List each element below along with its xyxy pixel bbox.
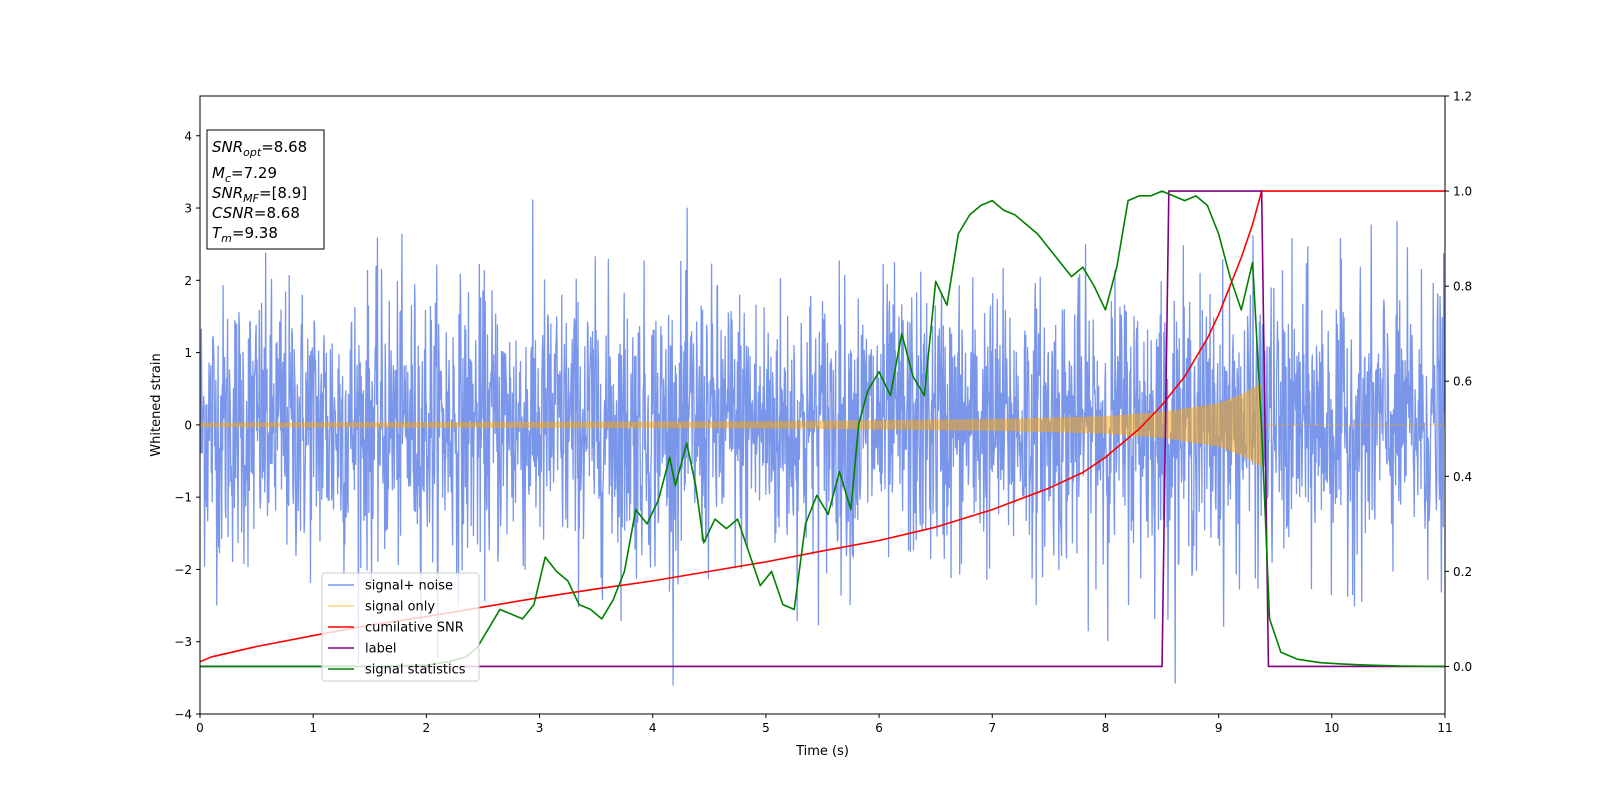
series-signal-statistics bbox=[200, 190, 1445, 668]
y2-tick-label: 1.0 bbox=[1453, 185, 1472, 199]
x-tick-label: 0 bbox=[196, 721, 204, 735]
y-tick-label: −1 bbox=[174, 491, 192, 505]
info-value: =[8.9] bbox=[259, 184, 307, 202]
y-tick-label: 0 bbox=[184, 418, 192, 432]
info-box: SNRopt=8.68Mc=7.29SNRMF=[8.9]CSNR=8.68Tm… bbox=[206, 129, 325, 250]
y-tick-label: 1 bbox=[184, 346, 192, 360]
y2-tick-label: 0.6 bbox=[1453, 375, 1472, 389]
info-name: SNR bbox=[212, 138, 243, 156]
x-tick-label: 10 bbox=[1324, 721, 1339, 735]
x-tick-label: 8 bbox=[1102, 721, 1110, 735]
legend-label-label: label bbox=[365, 642, 396, 657]
y-tick-label: 3 bbox=[184, 202, 192, 216]
info-box-line: Mc=7.29 bbox=[212, 164, 277, 185]
x-tick-label: 4 bbox=[649, 721, 657, 735]
info-value: =8.68 bbox=[254, 204, 300, 222]
info-box-line: CSNR=8.68 bbox=[212, 204, 300, 222]
y2-tick-label: 0.2 bbox=[1453, 565, 1472, 579]
legend-label-cumilative-snr: cumilative SNR bbox=[365, 621, 464, 636]
legend-frame bbox=[321, 572, 480, 682]
y2-tick-label: 0.4 bbox=[1453, 470, 1472, 484]
info-value: =7.29 bbox=[231, 164, 277, 182]
info-box-frame bbox=[206, 129, 325, 250]
y-tick-label: −4 bbox=[174, 708, 192, 722]
info-name: T bbox=[212, 224, 223, 242]
x-tick-label: 3 bbox=[536, 721, 544, 735]
x-tick-label: 2 bbox=[423, 721, 431, 735]
y2-tick-label: 0.8 bbox=[1453, 280, 1472, 294]
y-tick-label: 2 bbox=[184, 274, 192, 288]
info-subscript: m bbox=[221, 232, 232, 245]
info-box-line: Tm=9.38 bbox=[212, 224, 278, 245]
y2-tick-label: 1.2 bbox=[1453, 90, 1472, 104]
legend-label-signal-only: signal only bbox=[365, 600, 435, 615]
info-subscript: MF bbox=[243, 192, 259, 205]
info-name: SNR bbox=[212, 184, 243, 202]
legend-label-signal-statistics: signal statistics bbox=[365, 663, 466, 678]
info-name: M bbox=[212, 164, 225, 182]
info-value: =8.68 bbox=[261, 138, 307, 156]
y-axis-label: Whitened strain bbox=[149, 353, 164, 456]
x-tick-label: 9 bbox=[1215, 721, 1223, 735]
legend-label-signal-noise: signal+ noise bbox=[365, 579, 453, 594]
x-axis-label: Time (s) bbox=[795, 744, 849, 759]
x-tick-label: 11 bbox=[1437, 721, 1452, 735]
x-tick-label: 5 bbox=[762, 721, 770, 735]
axes-frame bbox=[199, 95, 1446, 715]
x-tick-label: 7 bbox=[988, 721, 996, 735]
series-signal-only bbox=[200, 383, 1445, 467]
info-box-line: SNRopt=8.68 bbox=[212, 138, 307, 159]
y-tick-label: −3 bbox=[174, 635, 192, 649]
info-name: CSNR bbox=[212, 204, 254, 222]
info-value: =9.38 bbox=[232, 224, 278, 242]
y2-tick-label: 0.0 bbox=[1453, 660, 1472, 674]
series-label bbox=[200, 190, 1445, 668]
info-box-line: SNRMF=[8.9] bbox=[212, 184, 307, 205]
info-subscript: c bbox=[225, 172, 231, 185]
x-tick-label: 1 bbox=[309, 721, 317, 735]
y-tick-label: 4 bbox=[184, 129, 192, 143]
series-signal-noise bbox=[200, 199, 1445, 686]
info-subscript: opt bbox=[243, 146, 262, 159]
y-tick-label: −2 bbox=[174, 563, 192, 577]
axis-ticks: 0 1 2 3 4 5 6 7 8 9 10 11 −4 −3 −2 −1 0 1 2 3 4 0.0 0.2 0.4 0.6 0… bbox=[174, 90, 1472, 736]
x-tick-label: 6 bbox=[875, 721, 883, 735]
legend: signal+ noise signal only cumilative SNR la… bbox=[321, 572, 480, 682]
